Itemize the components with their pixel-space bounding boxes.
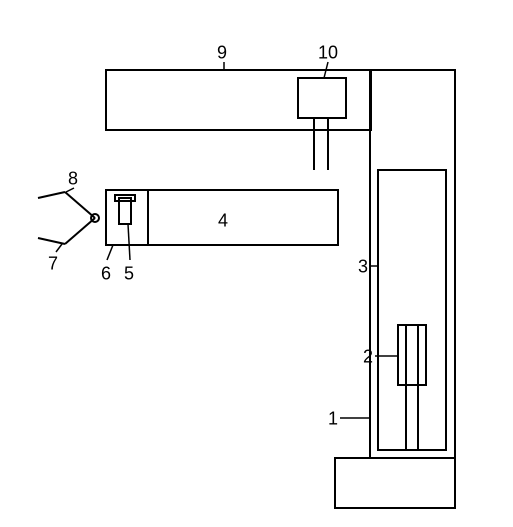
label-7: 7: [48, 253, 58, 273]
label-8: 8: [68, 168, 78, 188]
label-6: 6: [101, 263, 111, 283]
label-2: 2: [363, 346, 373, 366]
label-10: 10: [318, 42, 338, 62]
mechanical-diagram: 1 2 3 4 56 7 8 9 10: [0, 0, 513, 527]
label-5: 5: [124, 263, 134, 283]
label-9: 9: [217, 42, 227, 62]
label-3: 3: [358, 256, 368, 276]
label-4: 4: [218, 210, 228, 230]
label-1: 1: [328, 408, 338, 428]
